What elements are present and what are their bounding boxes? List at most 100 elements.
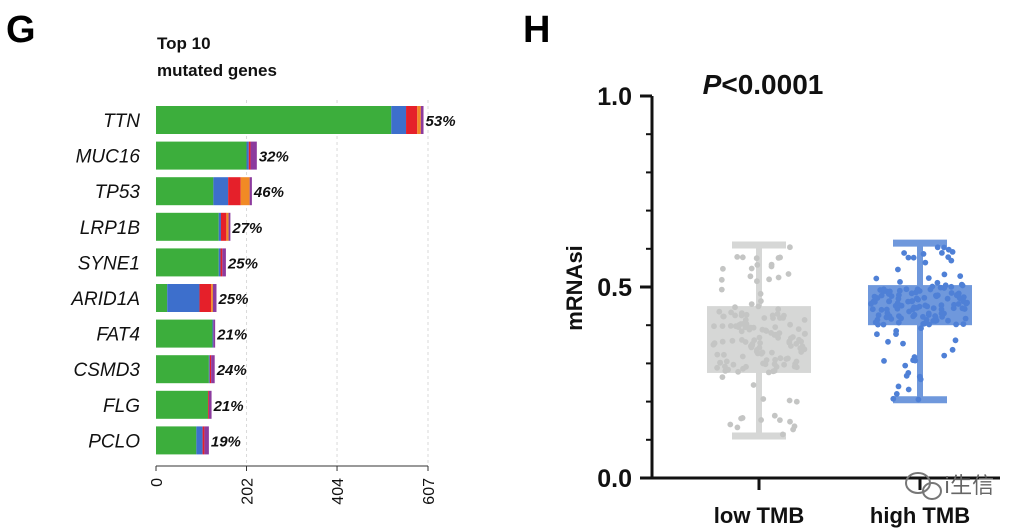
data-point xyxy=(721,351,727,358)
y-ticks: 0.0 0.5 1.0 xyxy=(597,83,652,493)
gene-label: TTN xyxy=(103,111,140,132)
data-point xyxy=(743,311,750,318)
bar-segment xyxy=(213,319,216,348)
data-point xyxy=(908,290,915,297)
bar-segment xyxy=(250,141,257,170)
data-point xyxy=(777,417,783,423)
bar-segment xyxy=(156,106,392,134)
data-point xyxy=(875,321,881,328)
bar-segment xyxy=(156,141,247,170)
data-point xyxy=(777,355,784,362)
bar-segment xyxy=(156,177,214,206)
data-point xyxy=(765,369,772,376)
data-point xyxy=(914,304,920,311)
data-point xyxy=(948,283,955,290)
data-point xyxy=(880,321,887,328)
data-point xyxy=(952,337,959,344)
bar-segment xyxy=(218,212,221,241)
data-point xyxy=(755,303,762,310)
bar-segment xyxy=(156,319,213,348)
data-point xyxy=(915,296,921,303)
data-point xyxy=(948,290,955,296)
data-point xyxy=(751,337,758,344)
chart-title-line-2: mutated genes xyxy=(157,61,277,80)
data-point xyxy=(893,331,899,337)
data-point xyxy=(756,334,763,341)
gene-label: SYNE1 xyxy=(78,253,140,274)
data-point xyxy=(941,244,947,251)
data-point xyxy=(941,310,947,317)
percent-label: 46% xyxy=(253,184,284,201)
data-point xyxy=(728,309,734,316)
data-point xyxy=(874,295,881,301)
data-point xyxy=(758,298,764,304)
gene-labels: TTN MUC16 TP53 LRP1B SYNE1 ARID1A FAT4 CSMD3 FLG… xyxy=(70,111,140,452)
data-point xyxy=(949,249,956,255)
bar-segment xyxy=(196,426,203,455)
data-point xyxy=(770,315,776,321)
data-point xyxy=(730,361,737,368)
data-point xyxy=(903,286,910,293)
data-point xyxy=(796,336,802,343)
bar-segment xyxy=(220,248,223,277)
data-point xyxy=(734,424,741,431)
y-tick-label: 0.0 xyxy=(597,465,632,493)
data-point xyxy=(920,313,926,320)
data-point xyxy=(787,244,793,251)
data-point xyxy=(757,340,763,346)
data-point xyxy=(743,363,749,370)
bar-segment xyxy=(167,284,200,312)
y-tick-label: 0.5 xyxy=(597,274,632,302)
data-point xyxy=(915,396,922,403)
data-point xyxy=(937,284,944,291)
data-point xyxy=(875,312,882,319)
bar-segment xyxy=(156,248,219,277)
data-point xyxy=(957,295,964,302)
data-point xyxy=(771,332,778,338)
bar-segment xyxy=(156,426,197,455)
data-point xyxy=(869,306,876,313)
x-category-label: low TMB xyxy=(714,503,804,528)
bar-segment xyxy=(228,177,241,206)
data-point xyxy=(905,386,912,393)
data-point xyxy=(720,313,727,320)
data-point xyxy=(890,395,897,402)
data-point xyxy=(729,337,736,344)
bar-segment xyxy=(406,106,418,134)
data-point xyxy=(772,324,779,330)
data-point xyxy=(942,282,949,289)
data-point xyxy=(955,301,962,307)
data-point xyxy=(893,391,900,397)
gene-x-tick-label: 404 xyxy=(330,478,347,505)
bar-segment xyxy=(207,390,209,419)
watermark: i生信 xyxy=(905,472,994,500)
data-point xyxy=(945,254,952,260)
data-point xyxy=(718,276,725,283)
data-point xyxy=(719,374,726,380)
data-point xyxy=(753,255,760,262)
data-point xyxy=(884,310,891,317)
data-point xyxy=(718,286,725,293)
bar-segment xyxy=(211,284,213,312)
bar-segment xyxy=(156,212,219,241)
data-point xyxy=(880,286,887,293)
data-point xyxy=(771,361,778,367)
data-point xyxy=(901,250,907,256)
data-point xyxy=(772,356,778,363)
data-point xyxy=(932,313,938,319)
data-point xyxy=(934,244,941,251)
data-point xyxy=(920,251,927,257)
data-point xyxy=(775,306,782,313)
bar-segment xyxy=(213,177,229,206)
data-point xyxy=(921,294,928,301)
data-point xyxy=(719,323,726,329)
data-point xyxy=(885,338,891,345)
data-point xyxy=(779,431,786,438)
box-plots xyxy=(707,239,972,440)
data-point xyxy=(750,382,757,388)
gene-label: LRP1B xyxy=(80,218,141,239)
box-group xyxy=(707,241,811,440)
data-point xyxy=(962,315,969,322)
data-point xyxy=(739,353,746,360)
bar-segment xyxy=(204,426,209,455)
